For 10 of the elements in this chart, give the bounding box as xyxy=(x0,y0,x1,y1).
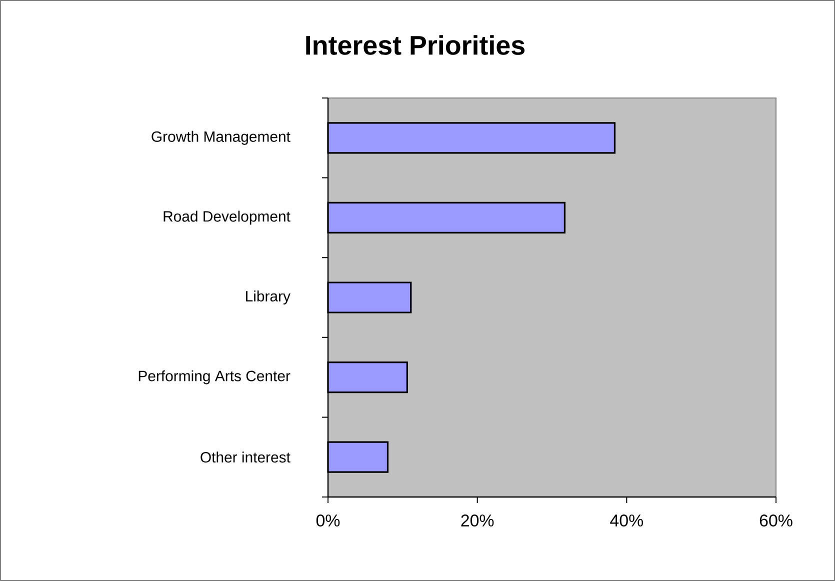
chart-title: Interest Priorities xyxy=(306,35,524,55)
y-tick-label: Library xyxy=(246,290,290,304)
x-tick-label: 40% xyxy=(610,514,644,527)
y-tick-label: Growth Management xyxy=(152,130,290,145)
x-tick-label: 60% xyxy=(760,514,792,527)
y-tick-label: Road Development xyxy=(164,210,290,225)
x-tick-label: 0% xyxy=(316,514,340,527)
x-tick-label: 20% xyxy=(461,514,494,527)
y-tick-label: Performing Arts Center xyxy=(138,370,290,384)
y-tick-label: Other interest xyxy=(200,452,290,463)
